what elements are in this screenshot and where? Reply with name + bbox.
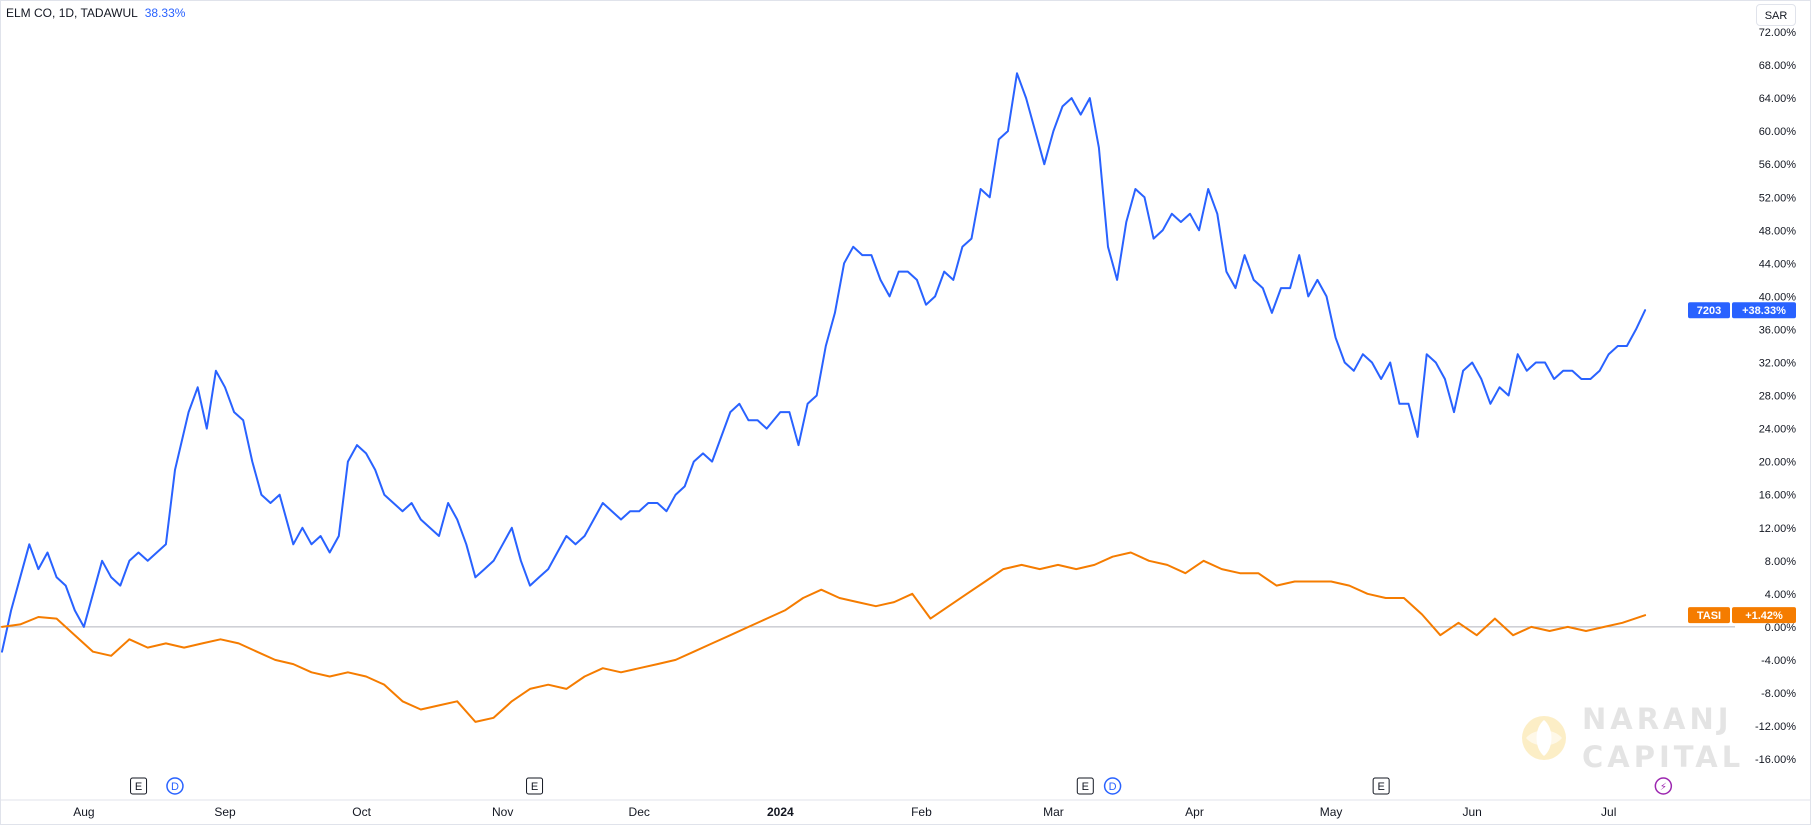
y-tick-label: 68.00% — [1759, 60, 1797, 72]
x-tick-label: Mar — [1043, 805, 1064, 819]
x-tick-label: Jul — [1601, 805, 1616, 819]
series-value-tag — [1732, 607, 1796, 624]
y-tick-label: 36.00% — [1759, 324, 1797, 336]
legend-symbol: ELM CO — [6, 6, 53, 20]
y-tick-label: 40.00% — [1759, 291, 1797, 303]
y-tick-label: 4.00% — [1765, 589, 1796, 601]
lightning-icon: ⚡ — [1660, 782, 1667, 793]
series-line-tasi[interactable] — [1, 551, 1647, 723]
series-name-label: 7203 — [1697, 305, 1721, 317]
y-tick-label: -4.00% — [1761, 655, 1796, 667]
x-tick-label: Nov — [492, 805, 513, 819]
earnings-marker-label: E — [1377, 781, 1384, 793]
y-tick-label: -12.00% — [1755, 721, 1796, 733]
y-tick-label: 56.00% — [1759, 159, 1797, 171]
y-tick-label: -16.00% — [1755, 754, 1796, 766]
y-tick-label: 24.00% — [1759, 424, 1797, 436]
earnings-marker-label: E — [1082, 781, 1089, 793]
y-tick-label: 32.00% — [1759, 358, 1797, 370]
y-tick-label: 28.00% — [1759, 391, 1797, 403]
y-tick-label: 52.00% — [1759, 192, 1797, 204]
x-tick-label: 2024 — [767, 805, 794, 819]
x-tick-label: Feb — [911, 805, 932, 819]
legend-change: 38.33% — [144, 6, 186, 20]
earnings-marker[interactable] — [526, 777, 544, 795]
series-name-label: TASI — [1697, 610, 1721, 622]
x-tick-label: Dec — [629, 805, 650, 819]
earnings-marker[interactable] — [1076, 777, 1094, 795]
series-value-tag — [1732, 302, 1796, 319]
split-marker[interactable] — [1654, 777, 1673, 795]
earnings-marker[interactable] — [130, 777, 148, 795]
y-tick-label: 60.00% — [1759, 126, 1797, 138]
y-tick-label: 16.00% — [1759, 490, 1797, 502]
y-tick-label: -8.00% — [1761, 688, 1796, 700]
x-tick-label: Aug — [73, 805, 94, 819]
earnings-marker-label: E — [531, 781, 538, 793]
series-line-7203[interactable] — [1, 72, 1647, 653]
x-tick-label: May — [1320, 805, 1343, 819]
x-tick-label: Oct — [352, 805, 371, 819]
x-tick-label: Sep — [214, 805, 236, 819]
dividend-marker[interactable] — [166, 777, 184, 795]
earnings-marker[interactable] — [1372, 777, 1390, 795]
series-value-label: +1.42% — [1745, 610, 1783, 622]
legend-interval: 1D — [58, 6, 75, 20]
y-tick-label: 72.00% — [1759, 27, 1797, 39]
y-tick-label: 12.00% — [1759, 523, 1797, 535]
y-tick-label: 0.00% — [1765, 622, 1796, 634]
series-name-tag — [1688, 607, 1730, 624]
currency-button[interactable]: SAR — [1756, 4, 1796, 26]
y-tick-label: 20.00% — [1759, 457, 1797, 469]
chart-legend[interactable]: ELM CO, 1D, TADAWUL 38.33% — [6, 6, 186, 20]
dividend-marker-label: D — [1109, 781, 1117, 793]
legend-exchange: TADAWUL — [80, 6, 138, 20]
y-tick-label: 48.00% — [1759, 225, 1797, 237]
series-name-tag — [1688, 302, 1730, 319]
series-value-label: +38.33% — [1742, 305, 1786, 317]
earnings-marker-label: E — [135, 781, 142, 793]
y-tick-label: 8.00% — [1765, 556, 1796, 568]
dividend-marker-label: D — [171, 781, 179, 793]
x-tick-label: Jun — [1462, 805, 1481, 819]
y-tick-label: 44.00% — [1759, 258, 1797, 270]
y-tick-label: 64.00% — [1759, 93, 1797, 105]
x-tick-label: Apr — [1185, 805, 1204, 819]
dividend-marker[interactable] — [1103, 777, 1122, 795]
